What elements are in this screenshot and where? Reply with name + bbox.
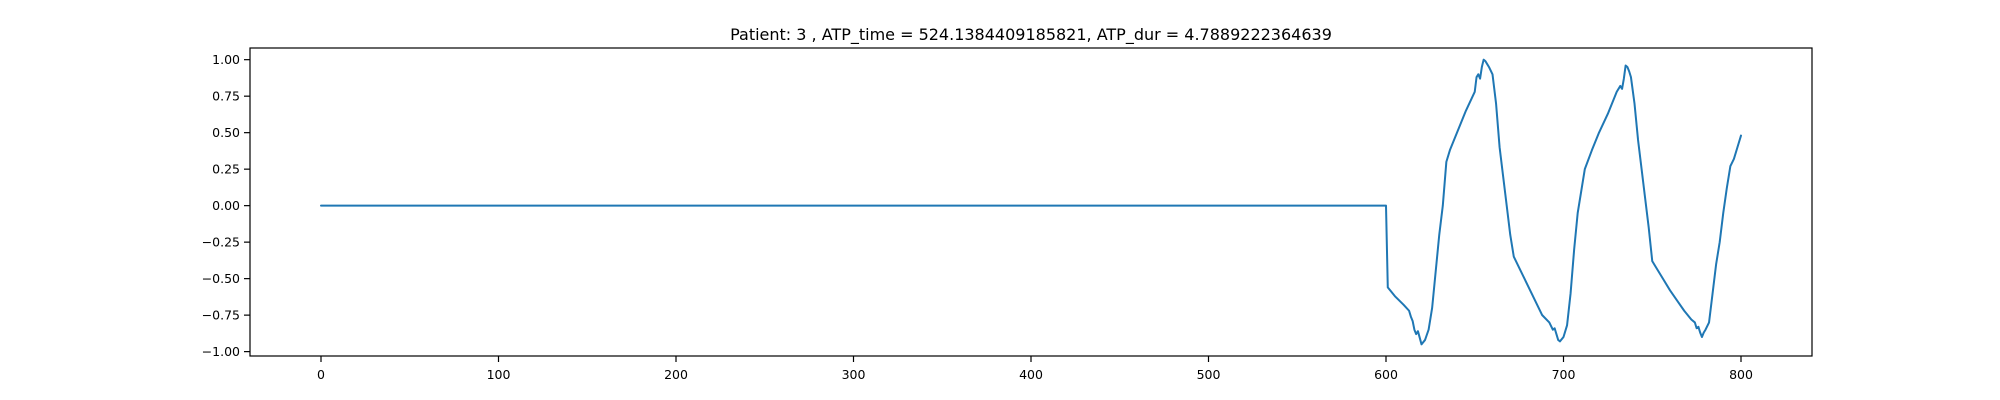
y-tick-label: −0.50 [202,271,240,286]
x-tick-label: 600 [1374,367,1398,382]
x-tick-label: 100 [487,367,511,382]
y-tick-label: 0.00 [212,198,240,213]
x-axis-ticks: 0 100 200 300 400 500 600 700 800 [317,356,1753,382]
series-line [320,58,1742,346]
y-tick-label: 0.75 [212,89,240,104]
x-tick-label: 700 [1552,367,1576,382]
plot-area [320,58,1742,346]
axes-frame [249,47,1813,357]
y-tick-label: −0.25 [202,235,240,250]
y-tick-label: −1.00 [202,344,240,359]
x-tick-label: 0 [317,367,325,382]
x-tick-label: 800 [1729,367,1753,382]
x-tick-label: 300 [842,367,866,382]
x-tick-label: 400 [1019,367,1043,382]
y-tick-label: 1.00 [212,52,240,67]
x-tick-label: 200 [664,367,688,382]
chart-title: Patient: 3 , ATP_time = 524.138440918582… [730,25,1332,45]
y-tick-label: 0.50 [212,125,240,140]
y-axis-ticks: 1.00 0.75 0.50 0.25 0.00 −0.25 −0.50 −0.75 −1.00 [202,52,250,359]
x-tick-label: 500 [1197,367,1221,382]
y-tick-label: −0.75 [202,308,240,323]
y-tick-label: 0.25 [212,162,240,177]
